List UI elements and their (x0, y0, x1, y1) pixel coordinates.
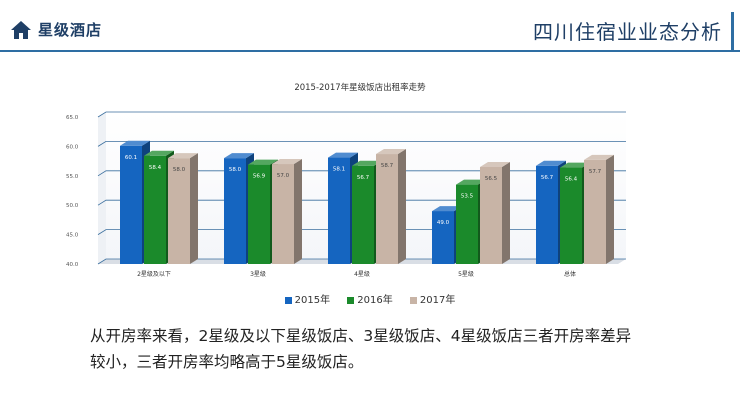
body-text-line-2: 较小，三者开房率均略高于5星级饭店。 (90, 353, 364, 371)
bar-front (480, 166, 502, 264)
body-text-line-1: 从开房率来看，2星级及以下星级饭店、3星级饭店、4星级饭店三者开房率差异 (90, 327, 632, 345)
bar-front (560, 167, 582, 264)
bar-top (224, 153, 254, 159)
bar-top (456, 179, 486, 185)
bar-front (248, 164, 270, 264)
bar-top (376, 149, 406, 155)
bar-top (272, 159, 302, 165)
legend-label: 2017年 (419, 295, 456, 306)
bar-value-label: 56.7 (357, 175, 370, 181)
bar-top (536, 160, 566, 166)
legend-swatch (409, 296, 417, 304)
bar-front (536, 165, 558, 264)
bar-top (144, 150, 174, 156)
bar-top (584, 154, 614, 160)
x-category-label: 3星级 (250, 270, 266, 278)
bar-front (432, 211, 454, 264)
chart-gridline (97, 111, 626, 118)
legend-swatch (284, 296, 292, 304)
y-tick-label: 45.0 (66, 233, 79, 239)
bar-top (560, 162, 590, 168)
bar-side (190, 153, 198, 264)
bar-top (168, 153, 198, 159)
page-title: 四川住宿业业态分析 (533, 20, 722, 44)
legend-item-2016: 2016年 (347, 291, 393, 306)
bar-value-label: 58.0 (173, 167, 186, 173)
bar-2017年-4星级: 58.7 (376, 149, 406, 264)
home-icon (11, 21, 31, 39)
bar-2017年-总体: 57.7 (584, 154, 614, 264)
bar-2017年-5星级: 56.5 (480, 161, 510, 264)
bar-side (398, 149, 406, 264)
bar-value-label: 57.0 (277, 173, 290, 179)
chart-side-wall (98, 112, 106, 264)
bar-top (432, 206, 462, 212)
bar-value-label: 49.0 (437, 220, 450, 226)
bar-value-label: 57.7 (589, 169, 602, 175)
bar-value-label: 58.4 (149, 165, 162, 171)
bar-value-label: 56.4 (565, 177, 578, 183)
bar-front (376, 154, 398, 264)
bar-value-label: 58.0 (229, 167, 242, 173)
bar-front (456, 184, 478, 264)
bar-front (144, 155, 166, 264)
bar-front (168, 158, 190, 264)
bar-top (480, 161, 510, 167)
x-category-label: 2星级及以下 (137, 270, 171, 278)
chart-gridline (97, 140, 626, 147)
chart-title: 2015-2017年星级饭店出租率走势 (294, 82, 426, 93)
chart-gridline (97, 170, 626, 177)
bar-side (294, 159, 302, 264)
chart-legend: 2015年 2016年 2017年 (0, 291, 740, 306)
bar-value-label: 56.5 (485, 176, 498, 182)
bar-top (352, 160, 382, 166)
bar-chart: 40.0 45.0 50.0 55.0 60.0 65.0 60.1 58.4 58.0 58.… (66, 82, 626, 278)
bar-value-label: 58.7 (381, 163, 394, 169)
legend-swatch (347, 296, 355, 304)
header-accent-bar (731, 12, 734, 50)
chart-y-ticks: 40.0 45.0 50.0 55.0 60.0 65.0 (66, 115, 79, 268)
bar-top (328, 152, 358, 158)
legend-item-2015: 2015年 (284, 291, 331, 306)
chart-gridline (97, 199, 626, 206)
legend-label: 2015年 (294, 295, 331, 306)
body-text: 从开房率来看，2星级及以下星级饭店、3星级饭店、4星级饭店三者开房率差异 较小，… (90, 323, 690, 375)
bar-2017年-2星级及以下: 58.0 (168, 153, 198, 264)
bar-value-label: 58.1 (333, 167, 345, 173)
x-category-label: 5星级 (458, 270, 474, 278)
y-tick-label: 65.0 (66, 115, 79, 121)
bar-front (120, 145, 142, 264)
bar-front (584, 159, 606, 264)
bar-value-label: 60.1 (125, 155, 137, 161)
bar-side (502, 161, 510, 264)
y-tick-label: 50.0 (66, 203, 79, 209)
bar-top (120, 140, 150, 146)
bar-value-label: 53.5 (461, 194, 474, 200)
bar-top (248, 159, 278, 165)
x-category-label: 总体 (564, 270, 576, 278)
bar-front (224, 158, 246, 264)
bar-front (272, 164, 294, 264)
legend-label: 2016年 (357, 295, 393, 306)
section-title: 星级酒店 (38, 21, 103, 39)
bar-2017年-3星级: 57.0 (272, 159, 302, 264)
header: 星级酒店 四川住宿业业态分析 (0, 0, 740, 62)
legend-item-2017: 2017年 (409, 291, 456, 306)
y-tick-label: 55.0 (66, 174, 79, 180)
bar-side (606, 154, 614, 264)
chart-bars: 60.1 58.4 58.0 58.0 56.9 57.0 58.1 56.7 58.7 49.0… (120, 140, 614, 264)
y-tick-label: 40.0 (66, 262, 79, 268)
x-category-label: 4星级 (354, 270, 370, 278)
bar-value-label: 56.9 (253, 174, 266, 180)
chart-x-labels: 2星级及以下 3星级 4星级 5星级 总体 (137, 270, 576, 278)
y-tick-label: 60.0 (66, 144, 79, 150)
bar-value-label: 56.7 (541, 175, 554, 181)
bar-front (328, 157, 350, 264)
header-divider (0, 50, 740, 52)
bar-front (352, 165, 374, 264)
